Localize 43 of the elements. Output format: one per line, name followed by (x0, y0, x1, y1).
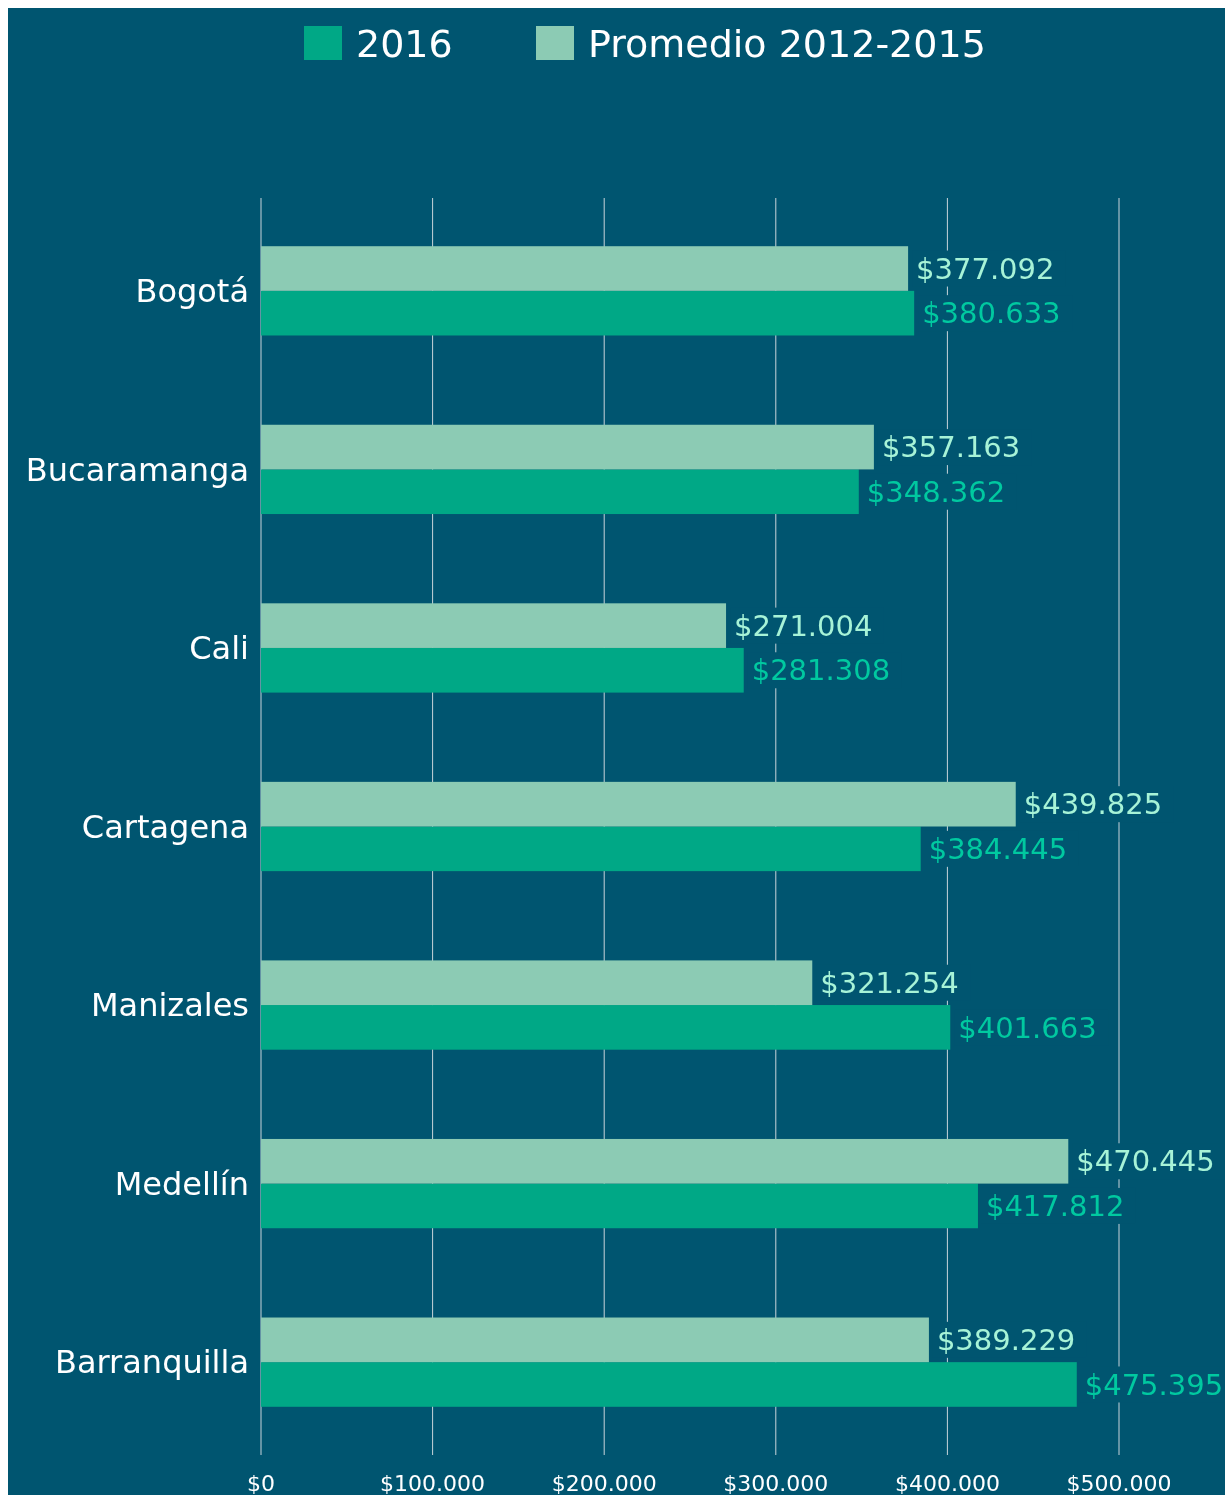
data-label: $321.254 (820, 965, 959, 1000)
bar (261, 1183, 978, 1229)
bar (261, 960, 813, 1006)
x-tick-label: $200.000 (551, 1471, 657, 1495)
bar (261, 290, 915, 336)
y-tick-label: Barranquilla (54, 1343, 249, 1382)
x-tick-label: $0 (247, 1471, 275, 1495)
bar (261, 826, 921, 872)
bar (261, 1005, 951, 1050)
data-label: $380.633 (922, 296, 1061, 331)
x-tick-label: $100.000 (380, 1471, 486, 1495)
data-label: $401.663 (958, 1010, 1097, 1045)
bar (261, 246, 909, 291)
y-tick-label: Cartagena (81, 807, 249, 846)
bar (261, 1317, 929, 1363)
data-label: $357.163 (881, 430, 1021, 465)
data-label: $389.229 (936, 1322, 1076, 1357)
data-label: $475.395 (1084, 1367, 1224, 1402)
data-label: $384.445 (928, 831, 1068, 866)
y-tick-label: Bogotá (135, 272, 249, 311)
data-label: $417.812 (985, 1189, 1125, 1224)
bar (261, 781, 1016, 827)
bar (261, 1138, 1069, 1184)
bar (261, 424, 874, 470)
bar (261, 1362, 1077, 1407)
data-label: $377.092 (916, 251, 1055, 286)
data-label: $271.004 (734, 608, 873, 643)
y-tick-label: Medellín (114, 1164, 249, 1203)
x-tick-label: $400.000 (894, 1471, 1000, 1495)
bar (261, 603, 727, 648)
y-tick-label: Bucaramanga (25, 450, 249, 489)
bar (261, 469, 859, 515)
x-tick-label: $300.000 (723, 1471, 829, 1495)
bar (261, 647, 744, 693)
y-tick-label: Cali (189, 629, 249, 668)
x-tick-label: $500.000 (1066, 1471, 1172, 1495)
legend-label: Promedio 2012-2015 (588, 22, 986, 67)
data-label: $470.445 (1076, 1144, 1215, 1179)
data-label: $281.308 (751, 653, 891, 688)
legend-label: 2016 (356, 22, 453, 67)
y-tick-label: Manizales (90, 986, 249, 1025)
data-label: $348.362 (866, 474, 1006, 509)
data-label: $439.825 (1023, 787, 1163, 822)
